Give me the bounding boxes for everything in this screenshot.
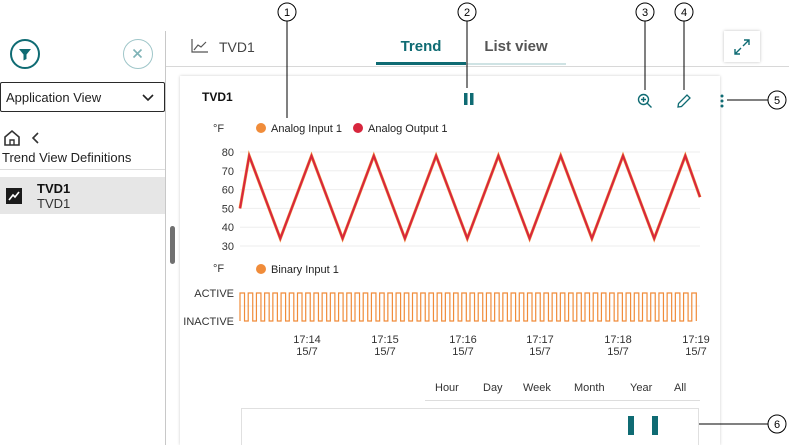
filter-icon xyxy=(19,49,31,61)
svg-text:5: 5 xyxy=(774,95,780,107)
trend-icon xyxy=(191,39,208,53)
expand-icon xyxy=(734,39,750,55)
more-vertical-icon[interactable] xyxy=(719,93,725,109)
close-button[interactable] xyxy=(123,39,153,69)
expand-button[interactable] xyxy=(724,31,760,62)
sidebar-item-tvd1[interactable]: TVD1 TVD1 xyxy=(0,177,165,214)
navigator-handle-left[interactable] xyxy=(628,416,634,435)
chevron-left-icon[interactable] xyxy=(31,131,41,145)
pause-icon[interactable] xyxy=(463,92,475,106)
tab-trend[interactable]: Trend xyxy=(376,31,466,65)
divider xyxy=(0,169,165,170)
callout-5: 5 xyxy=(727,90,787,110)
range-week[interactable]: Week xyxy=(523,382,551,394)
home-icon[interactable] xyxy=(3,129,21,147)
tab-trend-label: Trend xyxy=(400,38,442,55)
pencil-icon[interactable] xyxy=(676,93,692,109)
range-all[interactable]: All xyxy=(674,382,687,394)
breadcrumb-label: Trend View Definitions xyxy=(2,150,132,165)
application-view-label: Application View xyxy=(6,90,102,105)
range-month[interactable]: Month xyxy=(574,382,605,394)
splitter-handle[interactable] xyxy=(170,226,175,264)
svg-text:4: 4 xyxy=(681,7,687,19)
range-year[interactable]: Year xyxy=(630,382,653,394)
range-hour[interactable]: Hour xyxy=(435,382,459,394)
sidebar-item-subtitle: TVD1 xyxy=(37,196,71,211)
navigator-handle-right[interactable] xyxy=(652,416,658,435)
svg-text:6: 6 xyxy=(774,419,780,431)
navigator[interactable] xyxy=(241,408,699,445)
header-title: TVD1 xyxy=(219,39,255,55)
svg-text:3: 3 xyxy=(642,7,648,19)
main-header xyxy=(166,31,789,67)
tab-list-view[interactable]: List view xyxy=(466,31,566,65)
close-icon xyxy=(132,48,143,59)
sidebar-item-title: TVD1 xyxy=(37,181,71,196)
trend-panel xyxy=(180,76,720,445)
range-selector: Hour Day Week Month Year All xyxy=(425,379,700,401)
filter-button[interactable] xyxy=(10,39,40,69)
zoom-in-icon[interactable] xyxy=(637,93,653,109)
chevron-down-icon xyxy=(142,94,154,102)
trend-icon xyxy=(6,188,22,204)
application-view-select[interactable]: Application View xyxy=(0,82,165,112)
svg-text:1: 1 xyxy=(284,7,290,19)
range-day[interactable]: Day xyxy=(483,382,503,394)
svg-text:2: 2 xyxy=(464,7,470,19)
tab-list-view-label: List view xyxy=(484,38,548,55)
panel-title: TVD1 xyxy=(202,90,233,104)
